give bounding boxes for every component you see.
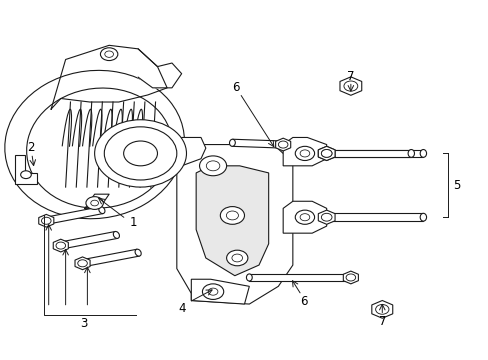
Ellipse shape: [113, 231, 119, 238]
Circle shape: [231, 254, 242, 262]
Circle shape: [343, 81, 357, 91]
Polygon shape: [138, 49, 181, 88]
Text: 7: 7: [379, 315, 386, 328]
Circle shape: [100, 48, 118, 60]
Circle shape: [159, 156, 170, 165]
Polygon shape: [15, 155, 37, 184]
Polygon shape: [177, 145, 292, 304]
Polygon shape: [191, 279, 249, 304]
Circle shape: [86, 197, 103, 210]
Text: 1: 1: [129, 216, 137, 229]
Circle shape: [300, 150, 309, 157]
Ellipse shape: [419, 213, 426, 221]
Polygon shape: [343, 271, 358, 284]
Circle shape: [199, 156, 226, 176]
Circle shape: [208, 288, 218, 295]
Text: 6: 6: [299, 295, 306, 308]
Ellipse shape: [135, 249, 141, 256]
Circle shape: [346, 274, 355, 281]
Polygon shape: [75, 257, 90, 270]
Polygon shape: [147, 152, 181, 173]
Circle shape: [56, 242, 65, 249]
Ellipse shape: [99, 207, 105, 213]
Ellipse shape: [407, 149, 414, 157]
Circle shape: [104, 127, 177, 180]
Circle shape: [226, 250, 247, 266]
Circle shape: [104, 51, 113, 57]
Circle shape: [123, 141, 157, 166]
Text: 3: 3: [80, 317, 87, 330]
Polygon shape: [60, 231, 118, 249]
Ellipse shape: [419, 149, 426, 157]
Text: 4: 4: [179, 302, 186, 315]
Polygon shape: [39, 215, 54, 227]
Polygon shape: [326, 149, 410, 157]
Ellipse shape: [5, 70, 184, 219]
Circle shape: [95, 120, 186, 187]
Circle shape: [226, 211, 238, 220]
Circle shape: [20, 171, 31, 179]
Text: 2: 2: [27, 141, 35, 154]
Polygon shape: [326, 149, 423, 157]
Polygon shape: [45, 207, 103, 224]
Text: 6: 6: [232, 81, 239, 94]
Circle shape: [78, 260, 87, 267]
Polygon shape: [283, 138, 326, 166]
Circle shape: [295, 146, 314, 161]
Circle shape: [375, 305, 388, 314]
Polygon shape: [275, 138, 290, 151]
Circle shape: [321, 213, 331, 221]
Polygon shape: [339, 77, 361, 95]
Polygon shape: [196, 166, 268, 276]
Polygon shape: [249, 274, 350, 281]
Circle shape: [91, 200, 98, 206]
Polygon shape: [318, 146, 334, 161]
Circle shape: [300, 214, 309, 221]
Polygon shape: [172, 138, 205, 166]
Text: 5: 5: [452, 179, 460, 192]
Polygon shape: [318, 146, 334, 161]
Circle shape: [41, 217, 51, 224]
Polygon shape: [283, 201, 326, 233]
Circle shape: [278, 141, 287, 148]
Text: 7: 7: [346, 70, 354, 83]
Circle shape: [220, 207, 244, 224]
Circle shape: [202, 284, 223, 300]
Polygon shape: [326, 213, 423, 221]
Polygon shape: [318, 210, 334, 224]
Ellipse shape: [246, 274, 252, 281]
Circle shape: [321, 149, 331, 157]
Ellipse shape: [26, 88, 172, 208]
Circle shape: [321, 149, 331, 157]
Circle shape: [206, 161, 220, 171]
Circle shape: [295, 210, 314, 224]
Polygon shape: [53, 239, 68, 252]
Polygon shape: [81, 249, 139, 267]
Ellipse shape: [229, 139, 235, 146]
Polygon shape: [232, 139, 283, 148]
Polygon shape: [371, 301, 392, 318]
